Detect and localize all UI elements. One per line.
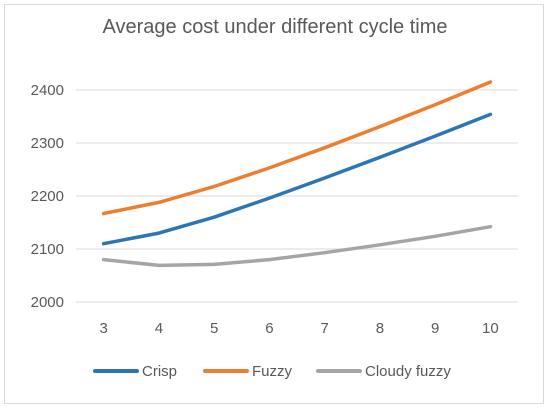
x-tick-label: 9	[431, 320, 439, 337]
x-tick-label: 8	[376, 320, 384, 337]
legend-label: Fuzzy	[252, 363, 293, 380]
y-tick-label: 2100	[31, 241, 64, 258]
x-axis: 3 4 5 6 7 8 9 10	[99, 320, 498, 337]
y-tick-label: 2000	[31, 294, 64, 311]
y-tick-label: 2200	[31, 188, 64, 205]
y-axis: 2000 2100 2200 2300 2400	[31, 82, 64, 311]
x-tick-label: 6	[265, 320, 273, 337]
x-tick-label: 5	[210, 320, 218, 337]
x-tick-label: 10	[482, 320, 499, 337]
chart-title: Average cost under different cycle time	[102, 16, 448, 38]
y-tick-label: 2300	[31, 135, 64, 152]
series-line	[101, 80, 493, 216]
x-tick-label: 7	[320, 320, 328, 337]
y-tick-label: 2400	[31, 82, 64, 99]
series-lines	[101, 80, 493, 268]
chart-frame	[4, 4, 544, 404]
series-line	[101, 112, 493, 246]
legend-label: Cloudy fuzzy	[365, 363, 451, 380]
gridlines	[76, 89, 518, 303]
legend: Crisp Fuzzy Cloudy fuzzy	[93, 363, 451, 380]
legend-label: Crisp	[142, 363, 177, 380]
x-tick-label: 4	[155, 320, 163, 337]
series-line	[101, 224, 493, 268]
x-tick-label: 3	[99, 320, 107, 337]
